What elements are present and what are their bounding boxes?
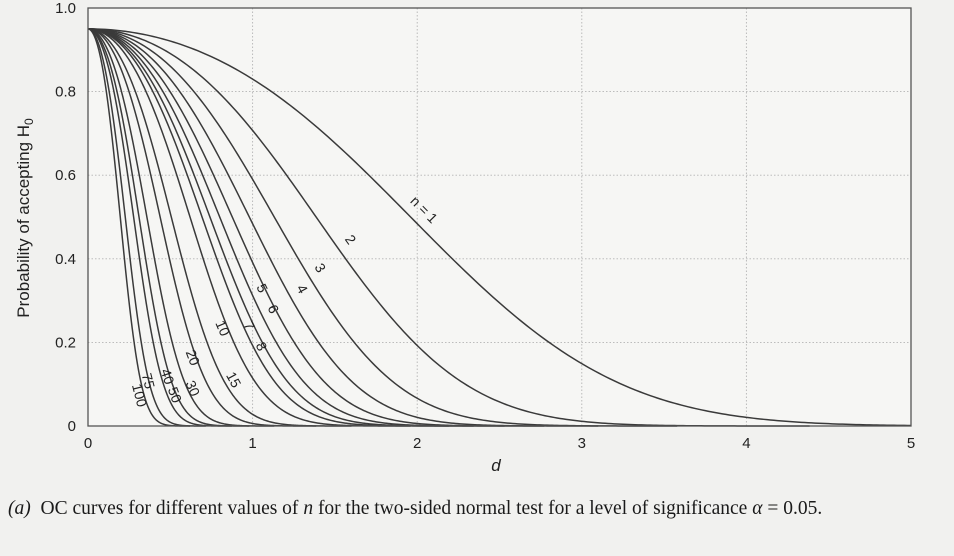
y-tick-label: 0.8 (55, 84, 76, 101)
curve-label-n-15: 15 (223, 369, 245, 390)
caption-alpha-symbol: α (752, 498, 763, 519)
caption-part: (a) (8, 498, 31, 519)
y-axis-title: Probability of accepting H0 (14, 118, 36, 318)
curve-label-n-40: 40 (158, 367, 178, 387)
caption-text-2: for the two-sided normal test for a leve… (313, 498, 753, 519)
x-tick-label: 2 (413, 435, 421, 452)
x-tick-label: 3 (578, 435, 586, 452)
caption-alpha-value: = 0.05. (762, 498, 823, 519)
curve-label-n-10: 10 (212, 318, 233, 339)
tick-labels: 0 1 2 3 4 500.20.40.60.81.0 (55, 0, 915, 452)
x-tick-label: 5 (907, 435, 915, 452)
plot-background (88, 8, 911, 426)
curve-label-n-20: 20 (183, 347, 204, 367)
curve-label-n-100: 100 (129, 382, 150, 409)
y-tick-label: 1.0 (55, 0, 76, 17)
x-tick-label: 4 (742, 435, 750, 452)
y-tick-label: 0 (68, 418, 76, 435)
x-tick-label: 0 (84, 435, 92, 452)
curve-label-n-50: 50 (165, 385, 186, 405)
x-tick-label: 1 (248, 435, 256, 452)
caption-n-symbol: n (303, 498, 314, 519)
figure-caption: (a) OC curves for different values of n … (8, 494, 948, 523)
y-axis-title-subscript: 0 (22, 118, 36, 125)
plot-frame (87, 7, 912, 427)
y-tick-label: 0.6 (55, 167, 76, 184)
caption-text-1: OC curves for different values of (40, 498, 304, 519)
curve-label-n-30: 30 (182, 378, 203, 399)
curve-label-n-75: 75 (139, 371, 158, 390)
y-tick-label: 0.4 (55, 251, 76, 268)
oc-curve-n-1 (87, 28, 912, 427)
y-tick-label: 0.2 (55, 334, 76, 351)
x-axis-title: d (491, 456, 501, 475)
